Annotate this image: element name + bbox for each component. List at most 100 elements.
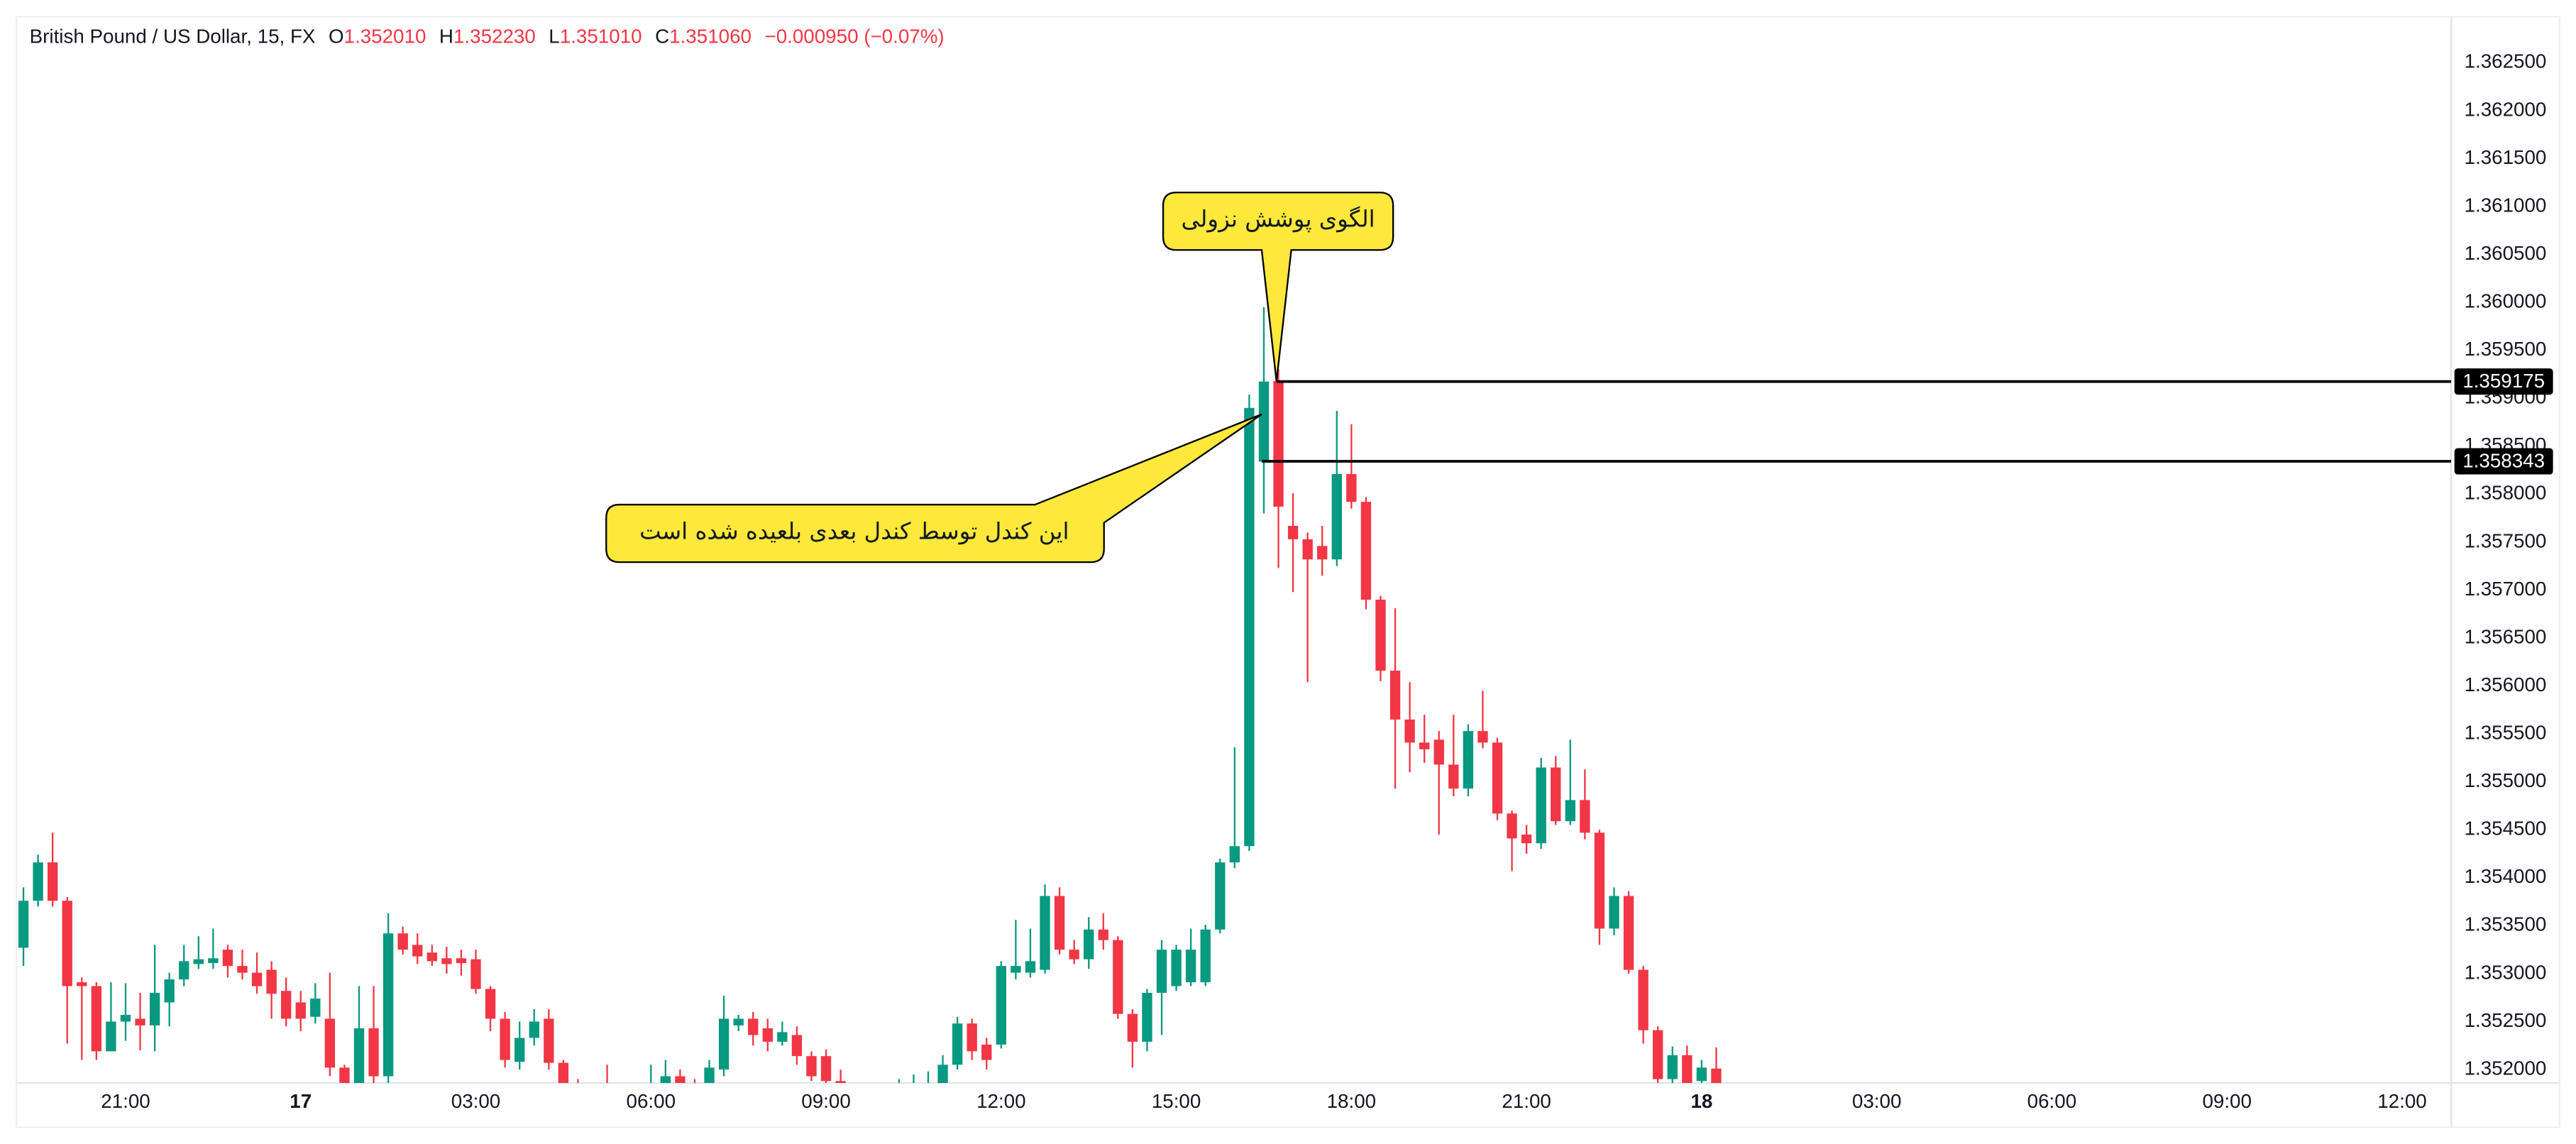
candle-body [47,862,58,901]
y-tick-label: 1.362500 [2465,50,2547,72]
candle-body [33,862,43,901]
y-tick-label: 1.357000 [2465,578,2547,600]
candle-body [1302,539,1313,560]
ohlc-key: H [439,26,453,48]
candle-body [77,982,87,986]
candle-body [1667,1055,1678,1079]
candle-body [412,945,423,957]
x-tick-label: 09:00 [2202,1090,2251,1112]
candle-body [1551,767,1561,822]
candle-body [1448,764,1459,789]
ohlc-key: L [549,26,559,48]
candle-body [135,1018,145,1025]
candle-body [937,1065,948,1083]
plot-area [18,307,2452,1083]
x-tick-label: 15:00 [1152,1090,1201,1112]
y-tick-label: 1.354000 [2465,865,2547,887]
candle-body [179,961,189,980]
candle-body [544,1018,554,1063]
candle-body [1389,670,1401,720]
candle-body [1287,525,1299,539]
candle-body [835,1081,846,1083]
candle-body [1331,474,1342,560]
candle-body [748,1018,759,1035]
callout-box [1162,192,1394,382]
change: −0.000950 (−0.07%) [764,26,944,48]
candle-body [820,1056,832,1082]
candle-body [1040,896,1050,970]
frame [15,16,2561,1128]
candle-body [1011,966,1021,973]
y-tick-label: 1.358000 [2465,482,2547,504]
candle-body [62,901,72,986]
candle-body [1433,739,1444,765]
price-tag [2454,368,2553,395]
y-tick-label: 1.359500 [2465,338,2547,360]
x-tick-label: 12:00 [2377,1090,2426,1112]
candle-body [514,1038,525,1062]
y-tick-label: 1.357500 [2465,529,2547,551]
y-tick-label: 1.356500 [2465,625,2547,647]
candle-body [106,1021,116,1052]
ohlc-value: 1.351010 [560,26,642,48]
candle-body [1477,731,1488,743]
candle-body [368,1028,379,1077]
candle-body [660,1076,671,1083]
candle-body [1258,381,1270,462]
candle-body [1536,767,1546,844]
x-tick-label: 21:00 [1502,1090,1551,1112]
candle-body [1244,407,1255,847]
candle-body [149,992,160,1025]
candle-body [762,1028,773,1042]
candle-body [500,1018,510,1060]
candle-body [120,1015,131,1022]
candle-body [791,1035,803,1057]
y-tick-label: 1.353000 [2465,961,2547,983]
candle-body [718,1018,730,1070]
candle-body [251,972,263,986]
candle-body [1507,813,1517,839]
price-tag-label: 1.358343 [2462,450,2545,472]
price-tag-label: 1.359175 [2462,370,2545,392]
ohlc-values: O1.352010 H1.352230 L1.351010 C1.351060 [329,26,752,48]
candle-body [266,969,277,994]
candle-body [485,989,496,1019]
y-tick-label: 1.353500 [2465,913,2547,935]
ohlc-value: 1.352230 [453,26,536,48]
y-tick-label: 1.356000 [2465,673,2547,695]
candle-body [806,1056,817,1077]
candle-body [456,958,467,964]
chart-header: British Pound / US Dollar, 15, FX O1.3520… [30,26,945,48]
y-tick-label: 1.361500 [2465,146,2547,168]
ohlc-key: C [655,26,669,48]
candle-body [1580,800,1590,833]
y-tick-label: 1.360500 [2465,242,2547,264]
candle-body [952,1023,963,1065]
candle-body [1404,719,1415,743]
candle-body [1317,546,1328,560]
candle-body [1273,380,1284,507]
x-tick-label: 18:00 [1327,1090,1376,1112]
candle-body [222,950,233,967]
y-tick-label: 1.354500 [2465,818,2547,840]
candle-body [733,1018,744,1025]
candle-body [1653,1030,1663,1079]
ohlc-value: 1.351060 [669,26,752,48]
candle-body [529,1021,539,1038]
candle-body [397,933,408,950]
candle-body [280,991,292,1019]
callout-text: الگوی پوشش نزولی [1182,206,1375,233]
candle-body [1696,1067,1707,1082]
candle-body [237,966,248,973]
y-tick-label: 1.360000 [2465,290,2547,312]
x-tick-label: 18 [1690,1090,1712,1112]
x-tick-label: 03:00 [1852,1090,1901,1112]
ohlc-value: 1.352010 [344,26,426,48]
y-tick-label: 1.355000 [2465,769,2547,791]
candle-body [1463,731,1474,789]
ohlc-key: O [329,26,344,48]
candle-body [208,958,219,964]
y-tick-label: 1.361000 [2465,194,2547,216]
